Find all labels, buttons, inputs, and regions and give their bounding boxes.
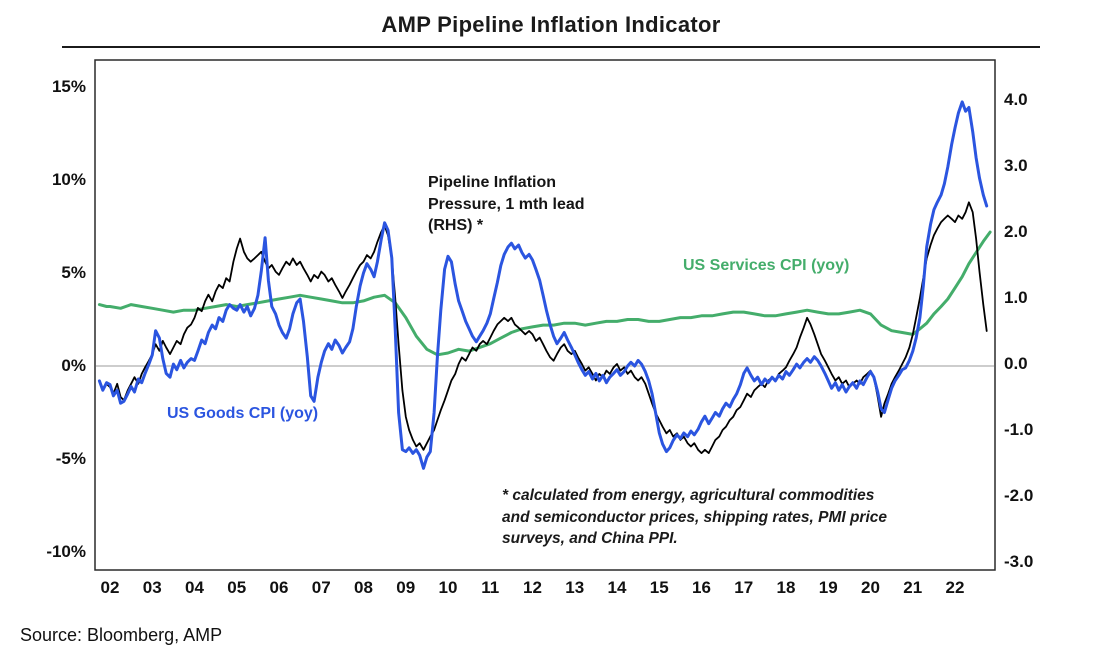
y-left-tick-label: 10% <box>51 170 86 189</box>
x-tick-label: 07 <box>311 578 331 597</box>
x-tick-label: 20 <box>861 578 880 597</box>
y-right-tick-label: 0.0 <box>1004 354 1028 373</box>
plot-border <box>94 59 996 571</box>
x-tick-label: 17 <box>734 578 754 597</box>
footnote: * calculated from energy, agricultural c… <box>502 487 888 548</box>
x-tick-label: 16 <box>692 578 711 597</box>
us-services-cpi-line <box>97 230 992 357</box>
y-right-tick-label: -2.0 <box>1004 486 1034 505</box>
y-left-tick-label: 15% <box>51 77 86 96</box>
y-right-tick-label: -1.0 <box>1004 420 1034 439</box>
us-goods-cpi-line <box>97 100 989 470</box>
x-tick-label: 14 <box>607 578 627 597</box>
x-tick-label: 08 <box>354 578 373 597</box>
y-left-tick-label: -5% <box>55 449 86 468</box>
y-left-tick-label: 0% <box>61 356 86 375</box>
x-tick-label: 10 <box>438 578 458 597</box>
pipeline-pressure-label: Pipeline Inflation Pressure, 1 mth lead … <box>428 174 585 235</box>
goods-cpi-label: US Goods CPI (yoy) <box>167 405 319 422</box>
x-tick-label: 12 <box>523 578 542 597</box>
x-tick-label: 13 <box>565 578 585 597</box>
y-left-tick-label: -10% <box>46 542 86 561</box>
chart-title: AMP Pipeline Inflation Indicator <box>381 12 721 37</box>
x-tick-label: 03 <box>142 578 162 597</box>
x-tick-label: 02 <box>100 578 120 597</box>
source-text: Source: Bloomberg, AMP <box>20 625 223 645</box>
x-tick-label: 22 <box>945 578 965 597</box>
x-tick-label: 21 <box>903 578 923 597</box>
x-tick-label: 09 <box>396 578 416 597</box>
y-right-tick-label: 1.0 <box>1004 288 1028 307</box>
x-tick-label: 11 <box>481 578 500 597</box>
title-underline <box>62 46 1040 48</box>
y-right-tick-label: 2.0 <box>1004 222 1028 241</box>
x-tick-label: 15 <box>649 578 669 597</box>
pipeline-inflation-pressure-line <box>98 201 988 455</box>
y-right-tick-label: 4.0 <box>1004 90 1028 109</box>
y-right-tick-label: -3.0 <box>1004 552 1034 571</box>
x-tick-label: 05 <box>227 578 247 597</box>
x-tick-label: 06 <box>269 578 289 597</box>
x-tick-label: 18 <box>776 578 796 597</box>
y-left-tick-label: 5% <box>61 263 86 282</box>
services-cpi-label: US Services CPI (yoy) <box>683 257 850 274</box>
y-right-tick-label: 3.0 <box>1004 156 1028 175</box>
x-tick-label: 04 <box>185 578 204 597</box>
line-chart <box>94 59 996 571</box>
x-tick-label: 19 <box>818 578 838 597</box>
